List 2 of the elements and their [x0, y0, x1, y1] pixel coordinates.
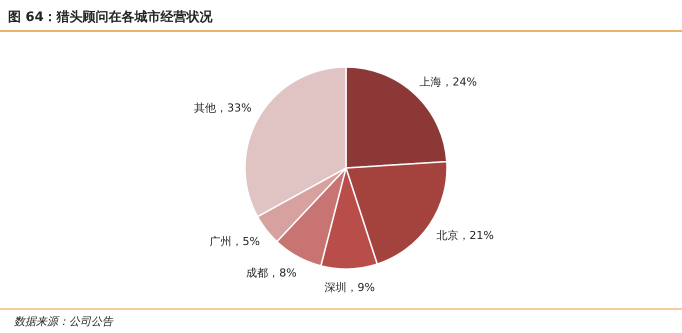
chart-title: 图 64：猎头顾问在各城市经营状况 — [8, 9, 214, 25]
source-note: 数据来源：公司公告 — [14, 315, 114, 328]
